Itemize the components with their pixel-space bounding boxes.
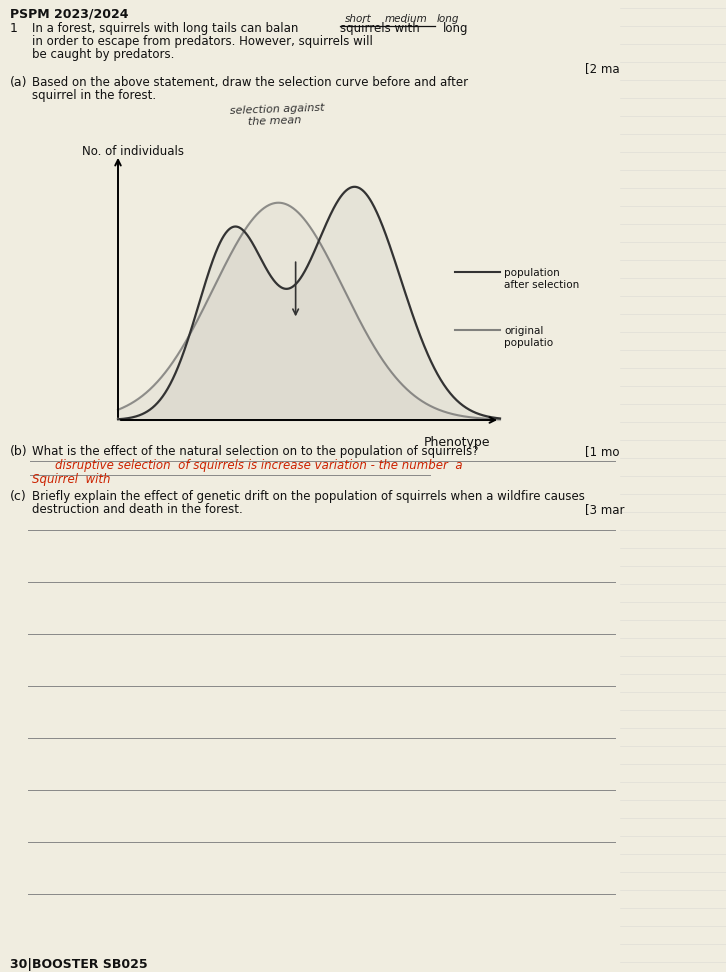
Text: [2 ma: [2 ma [585,62,619,75]
Text: the mean: the mean [248,115,302,127]
Text: short: short [345,14,372,24]
Text: Based on the above statement, draw the selection curve before and after: Based on the above statement, draw the s… [32,76,468,89]
Text: (a): (a) [10,76,28,89]
Text: medium: medium [385,14,428,24]
Text: PSPM 2023/2024: PSPM 2023/2024 [10,8,129,21]
Text: (b): (b) [10,445,28,458]
Text: 30|BOOSTER SB025: 30|BOOSTER SB025 [10,958,147,971]
Text: disruptive selection  of squirrels is increase variation - the number  a: disruptive selection of squirrels is inc… [55,459,462,472]
Text: 1: 1 [10,22,18,35]
Text: population
after selection: population after selection [504,268,579,291]
Text: squirrels with: squirrels with [340,22,420,35]
Text: destruction and death in the forest.: destruction and death in the forest. [32,503,242,516]
Text: Briefly explain the effect of genetic drift on the population of squirrels when : Briefly explain the effect of genetic dr… [32,490,585,503]
Text: long: long [443,22,468,35]
Text: long: long [437,14,460,24]
Text: What is the effect of the natural selection on to the population of squirrels?: What is the effect of the natural select… [32,445,478,458]
Text: [3 mar: [3 mar [585,503,624,516]
Text: [1 mo: [1 mo [585,445,619,458]
Text: In a forest, squirrels with long tails can balan: In a forest, squirrels with long tails c… [32,22,298,35]
Text: Squirrel  with: Squirrel with [32,473,110,486]
Text: original
populatio: original populatio [504,326,553,348]
Text: squirrel in the forest.: squirrel in the forest. [32,89,156,102]
Text: in order to escape from predators. However, squirrels will: in order to escape from predators. Howev… [32,35,373,48]
Text: selection against: selection against [230,103,325,117]
Text: No. of individuals: No. of individuals [82,145,184,158]
Text: (c): (c) [10,490,27,503]
Text: Phenotype: Phenotype [423,436,490,449]
Text: be caught by predators.: be caught by predators. [32,48,174,61]
